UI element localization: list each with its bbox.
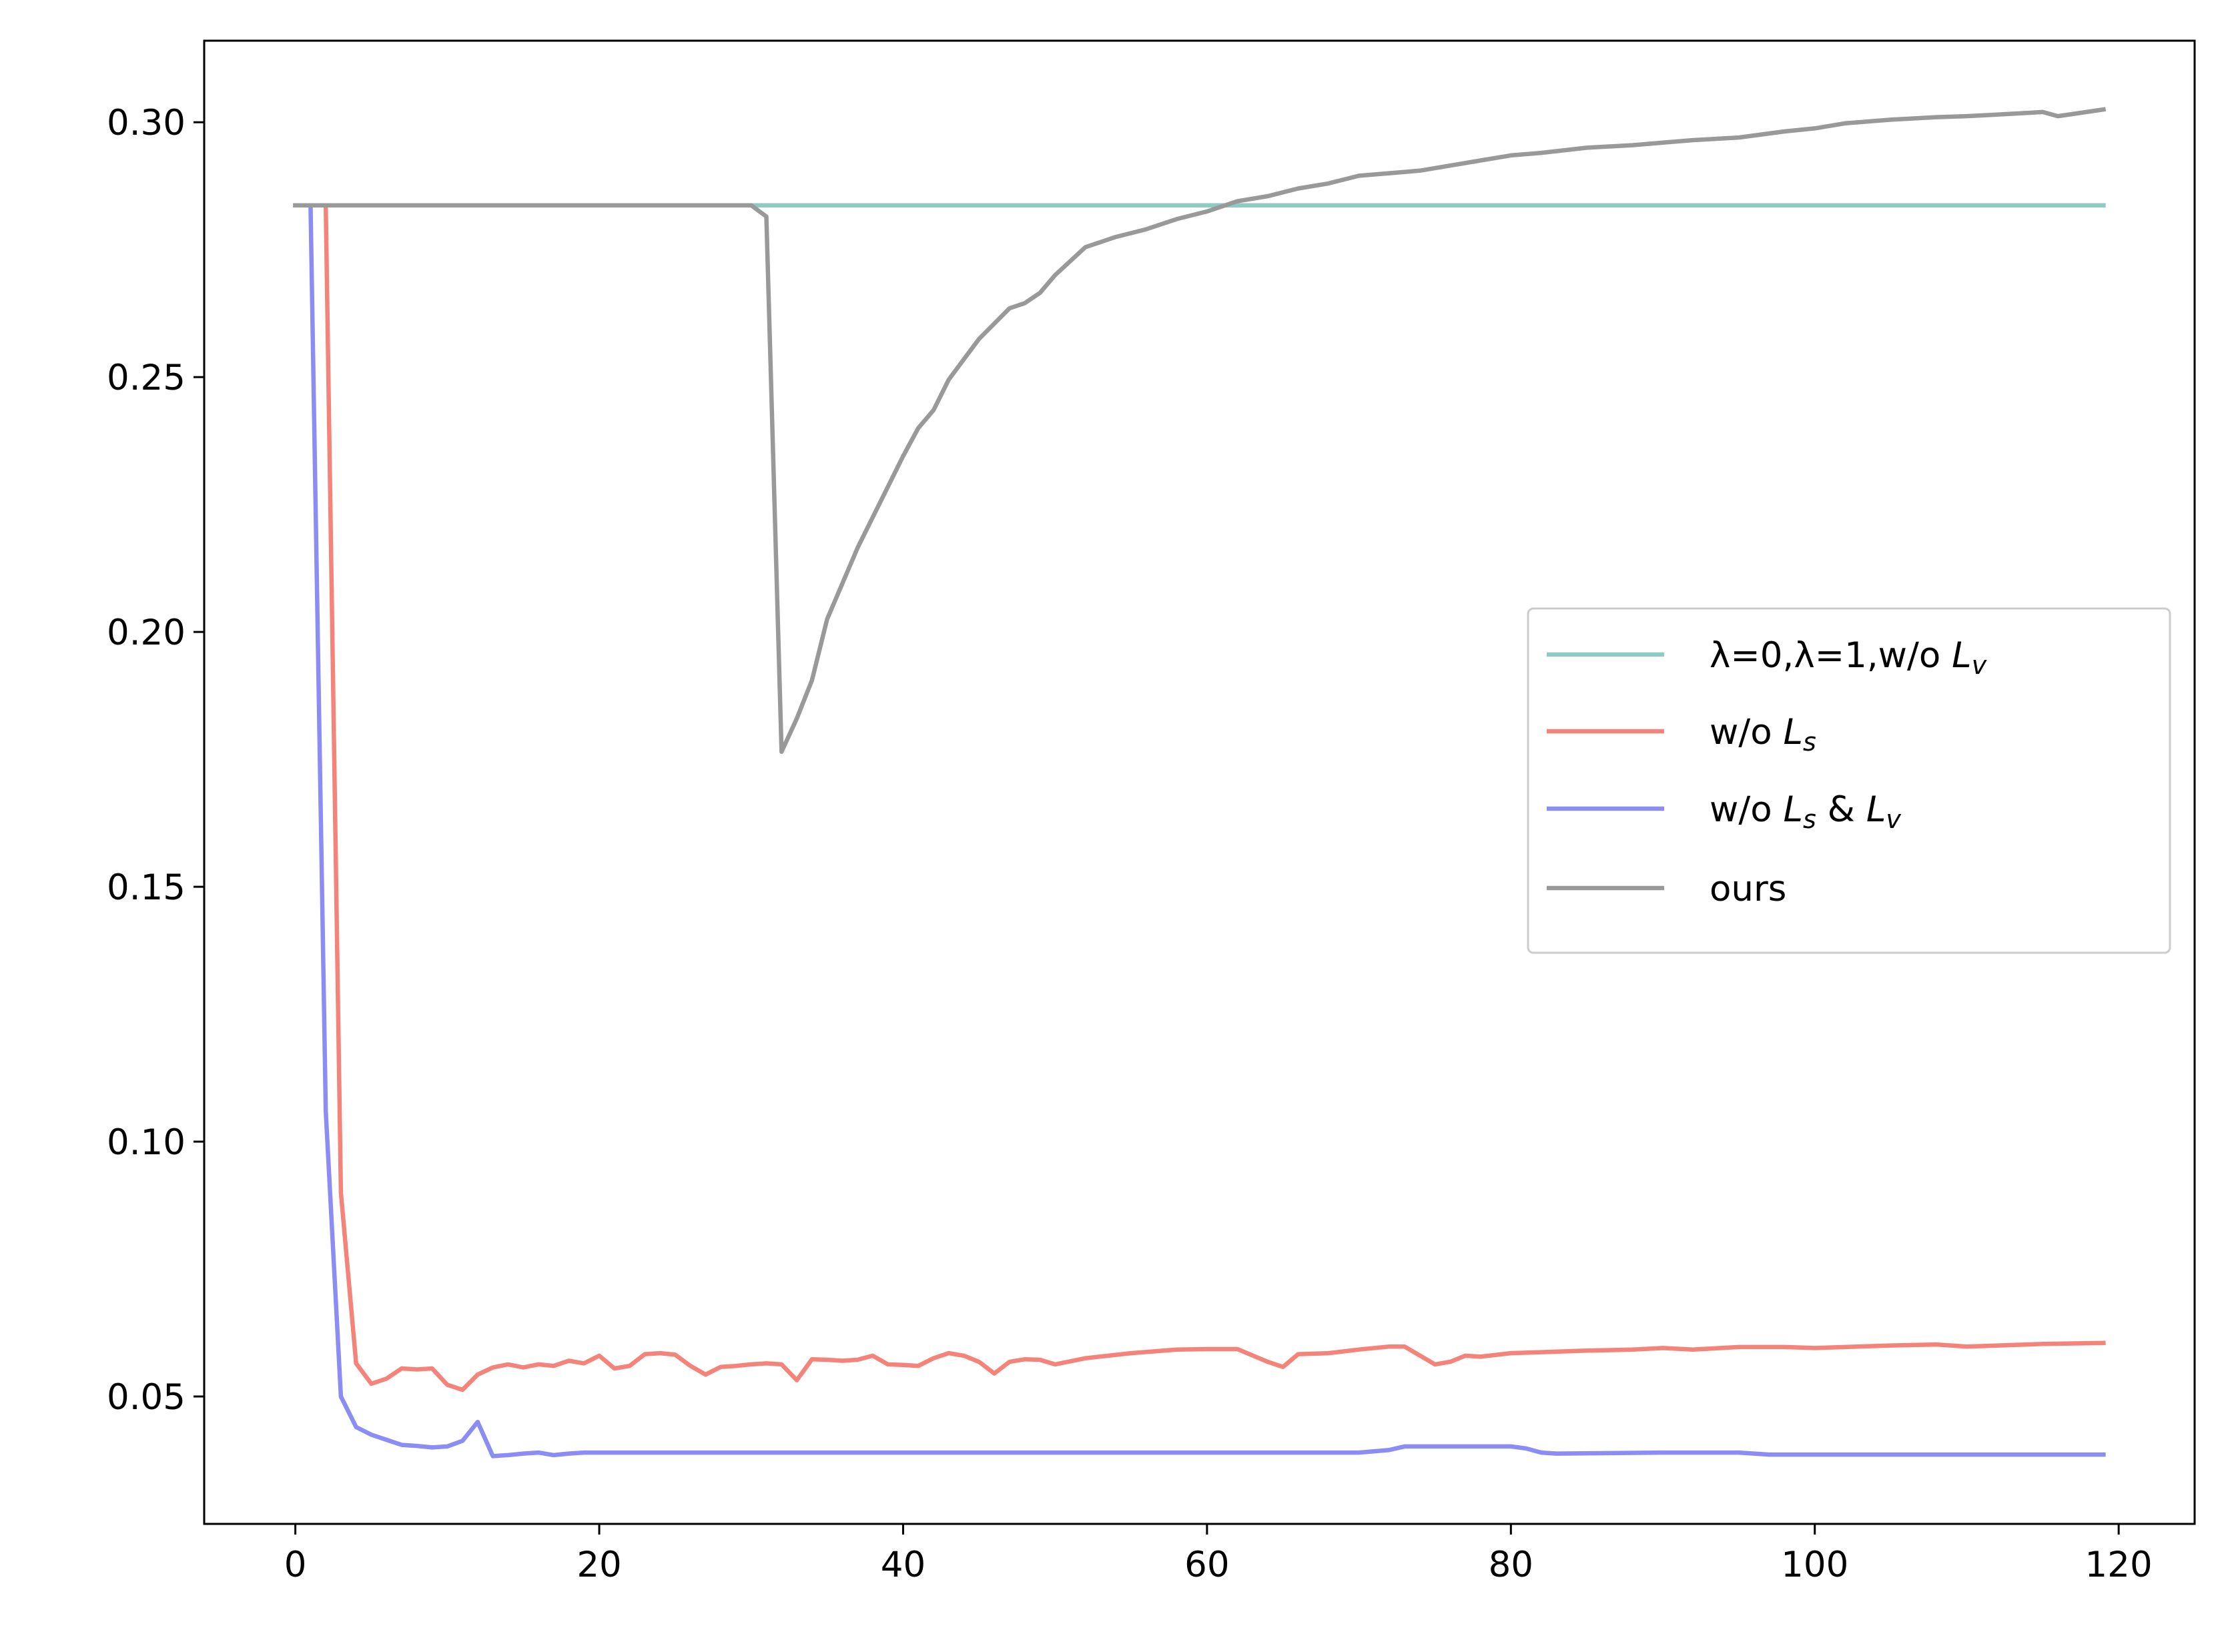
legend-box bbox=[1527, 607, 2171, 954]
x-tick-label: 100 bbox=[1781, 1545, 1848, 1585]
legend-label: w/o Ls & Lv bbox=[1710, 789, 1901, 834]
legend: λ=0,λ=1,w/o Lv w/o Ls w/o Ls & Lv ours bbox=[1527, 607, 2171, 954]
x-tick-label: 40 bbox=[881, 1545, 925, 1585]
plot-frame bbox=[203, 39, 2196, 1525]
y-axis: 0.05 0.10 0.15 0.20 0.25 0.30 bbox=[107, 103, 204, 1418]
x-tick-label: 120 bbox=[2085, 1545, 2153, 1585]
y-tick-label: 0.05 bbox=[107, 1377, 185, 1418]
series-line-1 bbox=[293, 203, 2106, 1392]
y-tick-label: 0.30 bbox=[107, 103, 185, 143]
series-line-3 bbox=[293, 107, 2107, 754]
x-tick-label: 20 bbox=[577, 1545, 621, 1585]
y-tick-label: 0.20 bbox=[107, 612, 185, 653]
legend-label: λ=0,λ=1,w/o Lv bbox=[1710, 635, 1987, 680]
x-tick-label: 60 bbox=[1184, 1545, 1229, 1585]
legend-label: w/o Ls bbox=[1710, 712, 1816, 757]
y-tick-label: 0.15 bbox=[107, 867, 185, 908]
x-tick-label: 80 bbox=[1489, 1545, 1533, 1585]
legend-label: ours bbox=[1710, 869, 1786, 909]
y-tick-label: 0.10 bbox=[107, 1122, 185, 1163]
y-tick-label: 0.25 bbox=[107, 358, 185, 398]
x-axis: 0 20 40 60 80 100 120 bbox=[284, 1524, 2153, 1585]
x-tick-label: 0 bbox=[284, 1545, 307, 1585]
series-line-2 bbox=[293, 203, 2106, 1459]
series-lines bbox=[293, 107, 2107, 1459]
